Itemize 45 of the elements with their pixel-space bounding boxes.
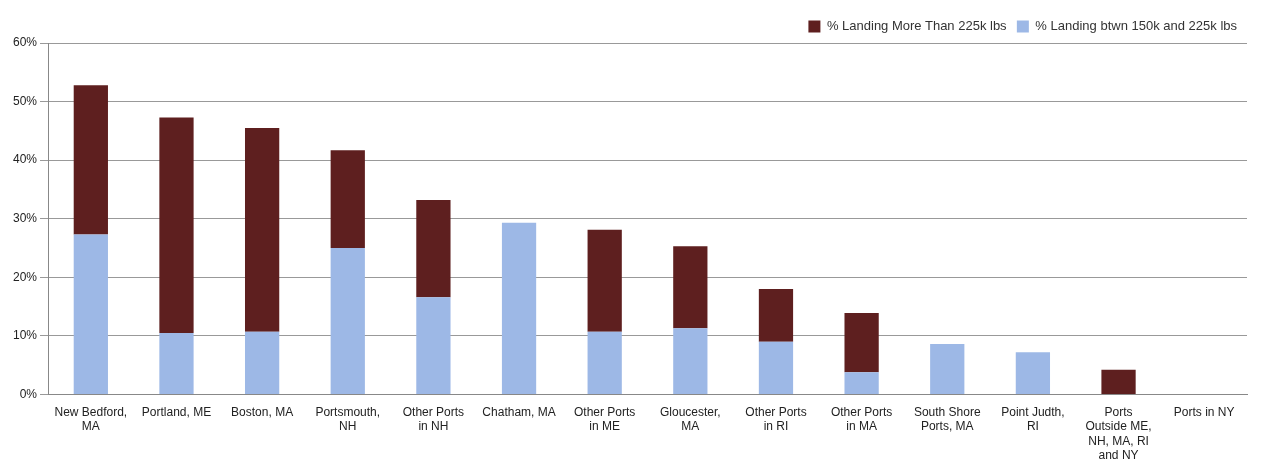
x-tick-label: Other Ports in RI xyxy=(745,404,807,434)
bar xyxy=(1015,352,1051,394)
bar xyxy=(330,247,365,394)
x-tick-label: Ports Outside ME, NH, MA, RI and NY xyxy=(1085,404,1152,463)
x-tick-label: Boston, MA xyxy=(231,404,294,419)
y-tick-label: 60% xyxy=(12,35,38,50)
x-tick-label: Portland, ME xyxy=(141,404,212,419)
bar xyxy=(673,246,708,329)
y-tick-label: 40% xyxy=(12,152,38,167)
bar xyxy=(416,199,451,298)
bar xyxy=(330,150,365,248)
bar xyxy=(159,117,194,333)
bar xyxy=(416,297,451,394)
x-tick-label: Chatham, MA xyxy=(482,404,556,419)
x-tick-label: New Bedford, MA xyxy=(54,404,128,434)
y-tick-label: 20% xyxy=(12,269,38,284)
y-tick-label: 10% xyxy=(12,328,38,343)
bar xyxy=(159,332,194,394)
bar xyxy=(244,127,280,332)
bar xyxy=(587,229,622,332)
x-tick-label: Other Ports in ME xyxy=(574,404,636,434)
legend-label: % Landing btwn 150k and 225k lbs xyxy=(1035,18,1238,34)
bar xyxy=(844,372,879,394)
bar xyxy=(501,222,537,394)
x-tick-label: South Shore Ports, MA xyxy=(913,404,981,434)
x-tick-label: Ports in NY xyxy=(1173,404,1235,419)
bar xyxy=(73,234,108,394)
x-tick-label: Other Ports in NH xyxy=(402,404,465,434)
legend-label: % Landing More Than 225k lbs xyxy=(826,18,1008,34)
bar xyxy=(930,344,965,394)
bar xyxy=(1101,369,1136,394)
x-tick-label: Point Judth, RI xyxy=(1001,404,1065,434)
bar xyxy=(673,328,708,394)
y-tick-label: 0% xyxy=(19,386,38,401)
x-tick-label: Portsmouth, NH xyxy=(315,404,381,434)
y-tick-label: 30% xyxy=(12,211,38,226)
x-tick-label: Other Ports in MA xyxy=(830,404,893,434)
bar xyxy=(758,341,794,394)
bar xyxy=(587,331,622,394)
bar xyxy=(758,288,794,342)
y-tick-label: 50% xyxy=(12,93,38,108)
bar xyxy=(244,331,280,394)
bar xyxy=(844,312,879,373)
x-tick-label: Gloucester, MA xyxy=(659,404,721,434)
bar xyxy=(73,85,108,235)
